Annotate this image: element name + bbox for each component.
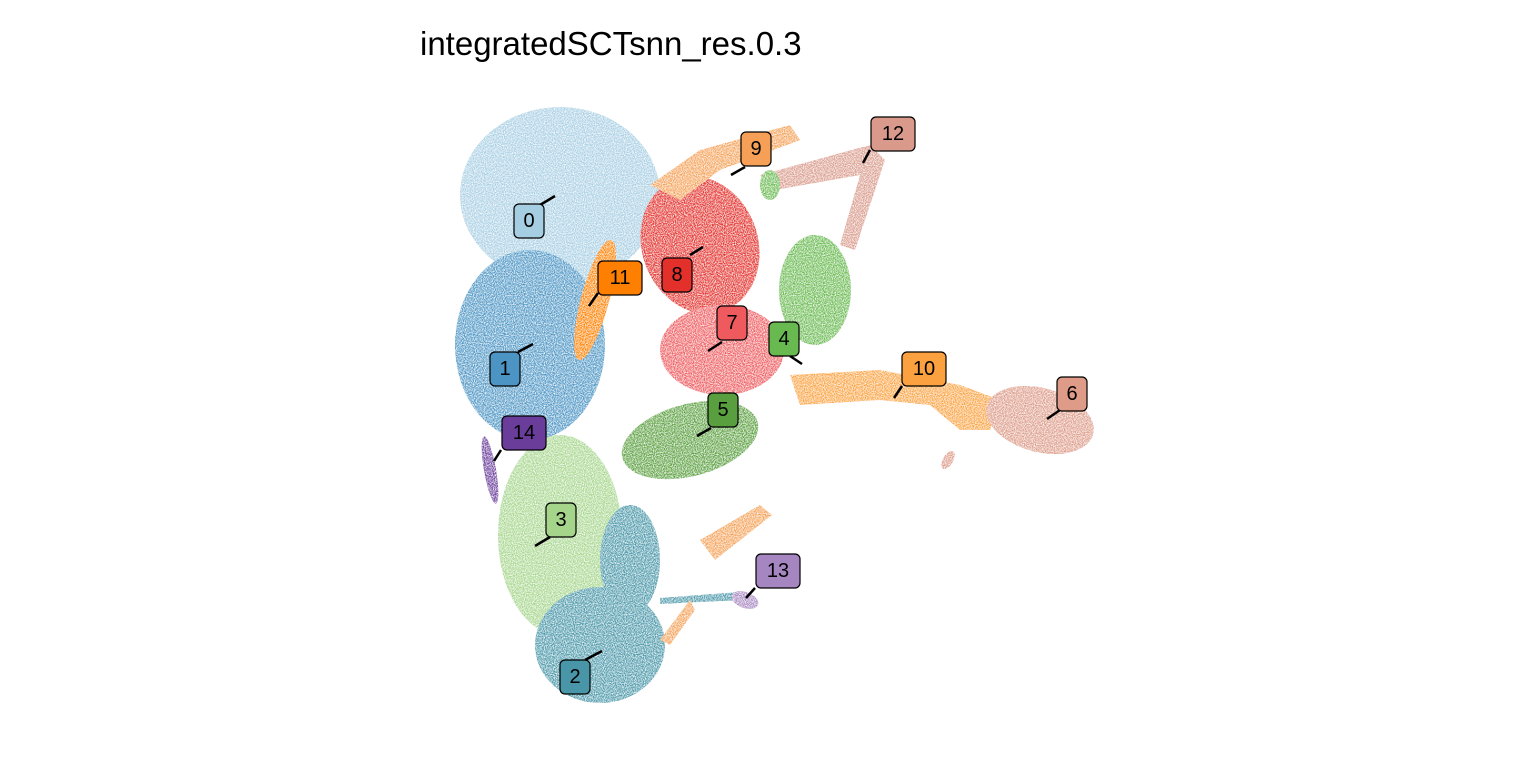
label-box xyxy=(489,351,521,387)
label-box xyxy=(901,351,947,387)
cell-clusters xyxy=(455,107,1094,703)
cluster-label: 4 xyxy=(778,328,789,350)
cluster-label: 1 xyxy=(499,358,510,380)
label-box xyxy=(1056,376,1088,412)
cluster-label: 12 xyxy=(882,123,904,145)
cluster-cells xyxy=(941,450,955,470)
leader-line xyxy=(707,340,723,353)
cluster-cells xyxy=(660,592,742,604)
cluster-label: 10 xyxy=(913,358,935,380)
cluster-label: 14 xyxy=(513,422,535,444)
label-box xyxy=(707,392,739,428)
cluster-cells xyxy=(600,505,660,615)
cluster-cells xyxy=(481,436,499,504)
cluster-label: 2 xyxy=(569,666,580,688)
leader-line xyxy=(587,292,600,307)
label-box xyxy=(501,415,547,451)
cluster-cells xyxy=(660,305,784,395)
cluster-cells xyxy=(760,170,780,200)
cluster-label: 5 xyxy=(717,399,728,421)
label-box xyxy=(545,502,577,538)
leader-line xyxy=(539,194,556,207)
label-box xyxy=(740,131,772,167)
label-box xyxy=(870,116,916,152)
leader-line xyxy=(517,342,534,354)
cluster-label: 3 xyxy=(555,509,566,531)
label-box xyxy=(768,321,800,357)
label-box xyxy=(716,305,748,341)
leader-line xyxy=(534,535,551,548)
cluster-cells xyxy=(621,400,759,480)
cluster-label: 8 xyxy=(671,264,682,286)
cluster-label: 9 xyxy=(750,138,761,160)
label-box xyxy=(559,659,591,695)
cluster-cells xyxy=(779,235,851,345)
cluster-cells xyxy=(731,591,759,609)
leader-line xyxy=(892,385,904,399)
chart-title: integratedSCTsnn_res.0.3 xyxy=(420,25,802,62)
cluster-cells xyxy=(700,505,772,560)
leader-line xyxy=(492,449,503,462)
leader-line xyxy=(789,354,803,366)
cluster-cells xyxy=(790,370,1000,430)
cluster-cells xyxy=(660,600,695,645)
cluster-label: 13 xyxy=(767,560,789,582)
cluster-label: 6 xyxy=(1066,383,1077,405)
leader-line xyxy=(696,426,712,438)
label-box xyxy=(661,257,693,293)
leader-line xyxy=(689,245,704,257)
cluster-label: 7 xyxy=(726,312,737,334)
label-box xyxy=(513,203,545,239)
leader-line xyxy=(1046,408,1061,421)
cluster-cells xyxy=(460,107,660,283)
leader-line xyxy=(730,165,746,177)
cluster-cells xyxy=(760,145,885,250)
leader-line xyxy=(745,587,756,599)
cluster-label: 11 xyxy=(610,267,631,289)
label-box xyxy=(597,260,643,296)
leader-line xyxy=(584,649,603,662)
cluster-label: 0 xyxy=(523,210,534,232)
leader-line xyxy=(861,149,872,164)
label-box xyxy=(755,553,801,589)
